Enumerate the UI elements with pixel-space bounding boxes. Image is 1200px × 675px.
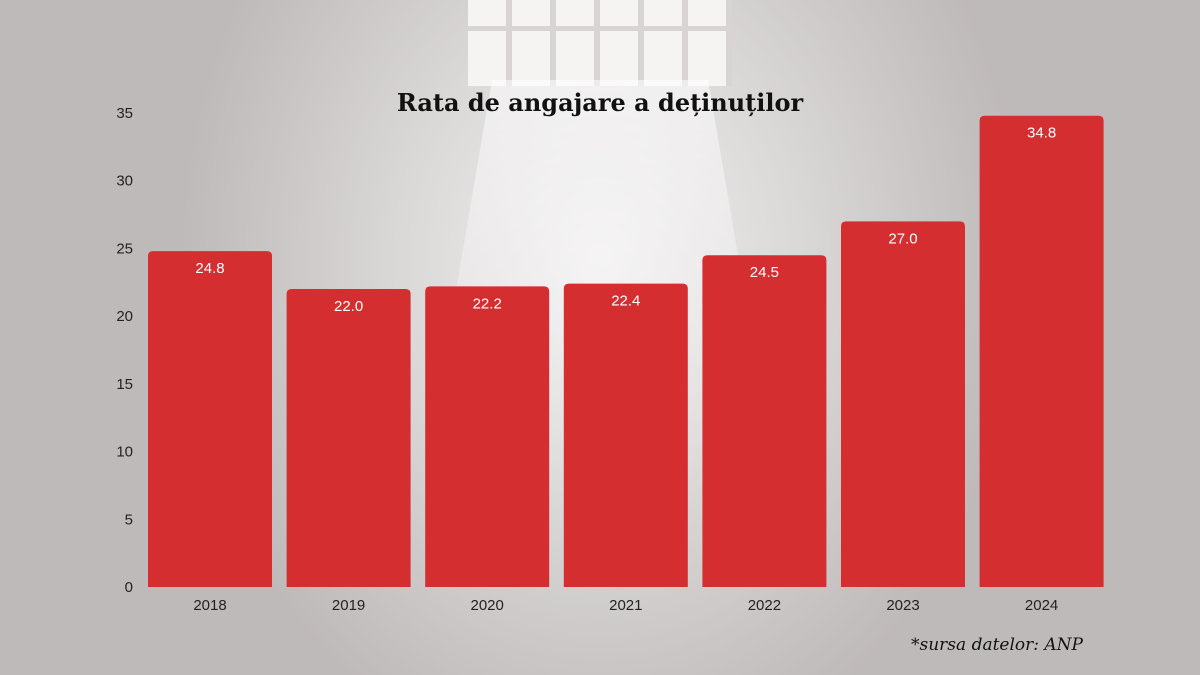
- data-label: 22.0: [334, 298, 363, 315]
- bar-2024: [979, 115, 1104, 588]
- x-tick-label: 2024: [1025, 597, 1058, 614]
- background-window: [468, 0, 732, 86]
- y-tick-label: 5: [125, 511, 133, 528]
- data-label: 22.4: [611, 293, 640, 310]
- x-axis: 2018 2019 2020 2021 2022 2023 2024: [193, 597, 1058, 614]
- y-tick-label: 30: [116, 173, 133, 190]
- source-note: *sursa datelor: ANP: [911, 635, 1084, 655]
- y-tick-label: 25: [116, 240, 133, 257]
- y-tick-label: 0: [125, 579, 133, 596]
- bars: 24.8 22.0 22.2 22.4 24.5 27.0 34.8: [148, 115, 1104, 588]
- data-label: 24.8: [195, 260, 224, 277]
- y-tick-label: 15: [116, 376, 133, 393]
- x-tick-label: 2023: [886, 597, 919, 614]
- x-tick-label: 2019: [332, 597, 365, 614]
- x-tick-label: 2020: [471, 597, 504, 614]
- data-label: 27.0: [888, 230, 917, 247]
- data-label: 34.8: [1027, 125, 1056, 142]
- y-tick-label: 10: [116, 444, 133, 461]
- y-tick-label: 35: [116, 105, 133, 122]
- bar-2018: [148, 251, 272, 587]
- data-label: 24.5: [750, 264, 779, 281]
- bar-2023: [841, 221, 965, 588]
- y-axis: 0 5 10 15 20 25 30 35: [116, 105, 133, 596]
- bar-2022: [702, 255, 827, 587]
- x-tick-label: 2021: [609, 597, 642, 614]
- x-tick-label: 2022: [748, 597, 781, 614]
- chart-title: Rata de angajare a deținuților: [397, 88, 804, 117]
- x-tick-label: 2018: [193, 597, 226, 614]
- data-label: 22.2: [473, 295, 502, 312]
- bar-2019: [286, 289, 411, 587]
- bar-2020: [425, 286, 550, 587]
- bar-2021: [563, 283, 688, 587]
- y-tick-label: 20: [116, 308, 133, 325]
